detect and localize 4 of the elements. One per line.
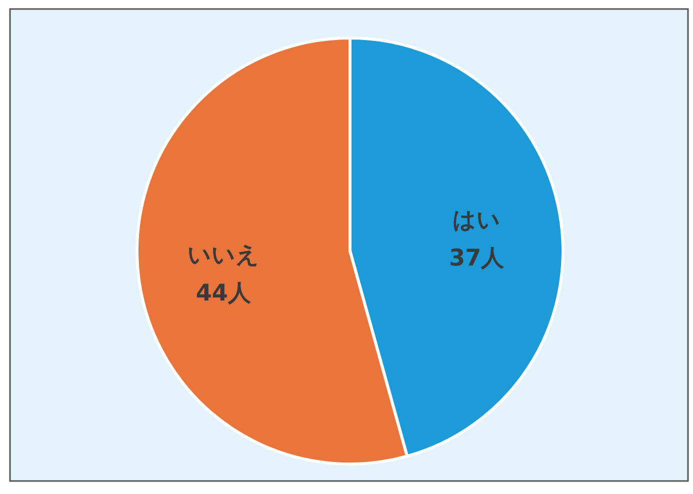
slice-label: はい [452,208,501,234]
data-label: 37人 [449,246,506,272]
data-label: 44人 [196,280,252,306]
slice-label: いいえ [187,242,260,268]
